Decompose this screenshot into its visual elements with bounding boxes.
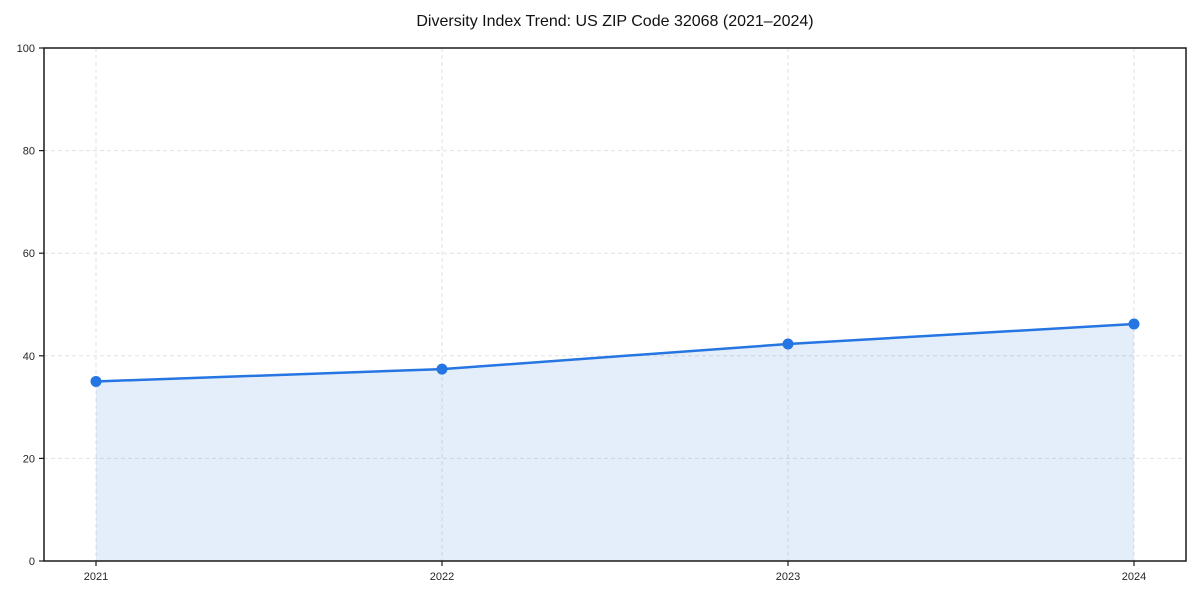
x-axis-tick-label: 2024 xyxy=(1122,571,1146,583)
y-axis-tick-label: 40 xyxy=(23,351,35,363)
plot-border xyxy=(43,47,1187,562)
data-point-2024 xyxy=(1128,318,1140,330)
data-point-2022 xyxy=(436,363,448,375)
x-axis-tick-label: 2023 xyxy=(776,571,800,583)
chart-title: Diversity Index Trend: US ZIP Code 32068… xyxy=(416,13,814,30)
area-fill xyxy=(96,323,1134,561)
y-axis-tick-label: 80 xyxy=(23,146,35,158)
data-line xyxy=(94,322,1136,383)
data-point-2021 xyxy=(90,375,102,387)
x-axis-tick-label: 2021 xyxy=(84,571,108,583)
y-axis-tick-label: 100 xyxy=(17,43,35,55)
y-axis-tick-label: 20 xyxy=(23,453,35,465)
y-axis-tick-label: 60 xyxy=(23,248,35,260)
x-axis-tick-label: 2022 xyxy=(430,571,454,583)
data-point-2023 xyxy=(782,338,794,350)
y-axis-tick-label: 0 xyxy=(29,556,35,568)
